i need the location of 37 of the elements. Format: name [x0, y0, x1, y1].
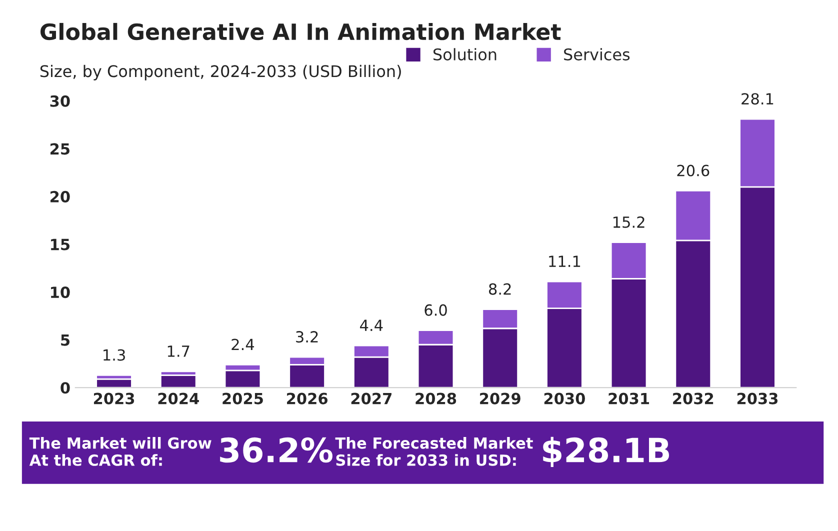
y-tick-label: 25 — [50, 143, 70, 155]
x-tick-label: 2031 — [608, 392, 650, 404]
text: The Forecasted Market Size for 2033 in USD: — [335, 436, 533, 466]
total-label: 8.2 — [488, 283, 511, 295]
x-tick-label: 2028 — [416, 392, 456, 404]
chart-title: Global Generative AI In Animation Market — [40, 22, 561, 40]
x-tick-label: 2032 — [673, 392, 714, 404]
x-tick-label: 2030 — [544, 392, 585, 404]
total-label: 1.3 — [104, 349, 125, 361]
x-tick-label: 2027 — [351, 392, 392, 404]
total-label: 4.4 — [360, 320, 383, 331]
text: The Market will Grow At the CAGR of: — [29, 436, 212, 466]
x-tick-label: 2026 — [287, 392, 328, 404]
legend-label: Services — [564, 48, 630, 60]
total-label: 20.6 — [677, 164, 710, 176]
y-tick-label: 10 — [51, 286, 70, 298]
y-tick-label: 0 — [60, 382, 70, 394]
chart-subtitle: Size, by Component, 2024-2033 (USD Billion) — [40, 64, 401, 80]
y-tick-label: 20 — [50, 190, 70, 202]
total-label: 28.1 — [742, 93, 774, 105]
y-tick-label: 15 — [51, 238, 70, 250]
total-label: 3.2 — [296, 331, 318, 343]
total-label: 6.0 — [424, 304, 447, 316]
y-tick-label: 5 — [61, 334, 70, 346]
text: $28.1B — [543, 436, 670, 468]
legend-label: Solution — [434, 48, 496, 60]
x-tick-label: 2023 — [94, 392, 134, 404]
total-label: 11.1 — [549, 256, 580, 267]
total-label: 15.2 — [613, 216, 644, 228]
total-label: 2.4 — [232, 338, 254, 350]
text: 36.2% — [220, 437, 332, 463]
total-label: 1.7 — [168, 346, 190, 357]
x-tick-label: 2025 — [222, 392, 263, 404]
x-tick-label: 2024 — [158, 392, 199, 404]
x-tick-label: 2029 — [480, 392, 520, 404]
y-tick-label: 30 — [50, 95, 70, 107]
x-tick-label: 2033 — [737, 392, 778, 404]
